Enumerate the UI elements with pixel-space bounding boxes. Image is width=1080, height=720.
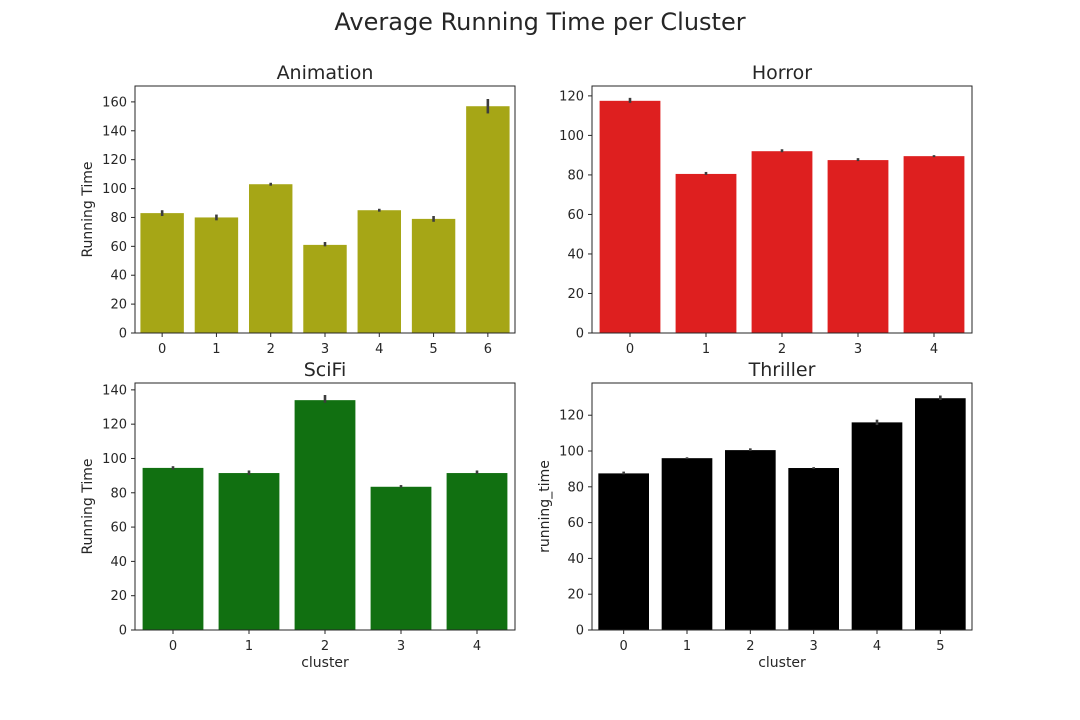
chart-title: Horror: [752, 62, 812, 84]
x-tick-label: 2: [267, 342, 275, 357]
y-tick-label: 20: [110, 298, 127, 313]
y-tick-label: 80: [110, 211, 127, 226]
y-tick-label: 40: [110, 269, 127, 284]
x-tick-label: 4: [375, 342, 383, 357]
bar: [915, 398, 966, 630]
y-axis-label: Running Time: [80, 161, 96, 257]
scifi-chart: 0 20 40 60 80 100 120 140 0 1 2 3 4 SciFi Running Time…: [80, 359, 516, 671]
y-tick-label: 40: [567, 247, 584, 262]
y-tick-label: 20: [567, 588, 584, 603]
y-tick-label: 40: [567, 552, 584, 567]
bar: [411, 218, 456, 333]
x-tick-label: 2: [778, 342, 786, 357]
bar: [370, 486, 432, 630]
y-tick-label: 0: [119, 624, 127, 639]
y-tick-label: 100: [559, 445, 584, 460]
y-tick-label: 120: [559, 89, 584, 104]
x-tick-label: 0: [169, 639, 177, 654]
y-axis-label: Running Time: [80, 458, 96, 554]
x-tick-label: 5: [429, 342, 437, 357]
bar: [598, 473, 649, 630]
bar: [446, 473, 508, 630]
y-tick-label: 20: [110, 589, 127, 604]
y-tick-label: 80: [567, 480, 584, 495]
y-tick-label: 60: [110, 521, 127, 536]
x-tick-label: 1: [702, 342, 710, 357]
y-tick-label: 80: [567, 168, 584, 183]
figure-title: Average Running Time per Cluster: [334, 8, 746, 36]
x-tick-label: 3: [397, 639, 405, 654]
thriller-chart: 0 20 40 60 80 100 120 0 1 2 3 4 5 Thriller running_tim…: [537, 359, 973, 671]
bar: [599, 100, 661, 333]
x-tick-label: 3: [321, 342, 329, 357]
y-tick-label: 40: [110, 555, 127, 570]
bar: [827, 160, 889, 333]
bar: [788, 468, 839, 630]
y-tick-label: 120: [102, 418, 127, 433]
bar: [294, 400, 356, 630]
bar: [218, 473, 280, 630]
y-tick-label: 160: [102, 95, 127, 110]
bar: [249, 184, 293, 333]
x-tick-label: 0: [620, 639, 628, 654]
x-tick-label: 3: [810, 639, 818, 654]
x-tick-label: 4: [473, 639, 481, 654]
y-tick-label: 0: [576, 327, 584, 342]
bar: [357, 210, 401, 333]
bar: [466, 106, 510, 333]
y-tick-label: 140: [102, 124, 127, 139]
bar: [142, 467, 204, 630]
x-tick-label: 5: [936, 639, 944, 654]
y-tick-label: 120: [102, 153, 127, 168]
y-tick-label: 60: [110, 240, 127, 255]
bar: [661, 458, 713, 630]
x-tick-label: 4: [873, 639, 881, 654]
y-tick-label: 100: [559, 129, 584, 144]
y-tick-label: 140: [102, 383, 127, 398]
horror-chart: 0 20 40 60 80 100 120 0 1 2 3 4 Horror: [559, 62, 973, 357]
x-tick-label: 1: [683, 639, 691, 654]
x-tick-label: 4: [930, 342, 938, 357]
bar: [903, 156, 965, 333]
bar: [303, 244, 347, 333]
y-tick-label: 0: [576, 624, 584, 639]
y-tick-label: 20: [567, 287, 584, 302]
bar: [851, 422, 903, 630]
y-tick-label: 120: [559, 409, 584, 424]
bar: [725, 450, 776, 630]
x-tick-label: 1: [245, 639, 253, 654]
x-tick-label: 2: [321, 639, 329, 654]
axes-frame: [591, 382, 973, 631]
x-tick-label: 6: [484, 342, 492, 357]
x-axis-label: cluster: [758, 655, 806, 671]
y-tick-label: 100: [102, 182, 127, 197]
x-tick-label: 2: [746, 639, 754, 654]
y-tick-label: 80: [110, 486, 127, 501]
chart-title: Animation: [277, 62, 374, 84]
bar: [194, 217, 239, 333]
bar: [675, 173, 737, 333]
x-tick-label: 0: [158, 342, 166, 357]
x-axis-label: cluster: [301, 655, 349, 671]
x-tick-label: 1: [212, 342, 220, 357]
y-tick-label: 0: [119, 327, 127, 342]
x-tick-label: 3: [854, 342, 862, 357]
y-axis-label: running_time: [537, 460, 553, 553]
chart-title: SciFi: [304, 359, 347, 381]
y-tick-label: 100: [102, 452, 127, 467]
animation-chart: 0 20 40 60 80 100 120 140 160 0 1 2 3 4 5 6 Animation Run…: [80, 62, 516, 357]
y-tick-label: 60: [567, 516, 584, 531]
bar: [140, 213, 184, 333]
bar: [751, 151, 813, 333]
chart-title: Thriller: [748, 359, 816, 381]
y-tick-label: 60: [567, 208, 584, 223]
x-tick-label: 0: [626, 342, 634, 357]
